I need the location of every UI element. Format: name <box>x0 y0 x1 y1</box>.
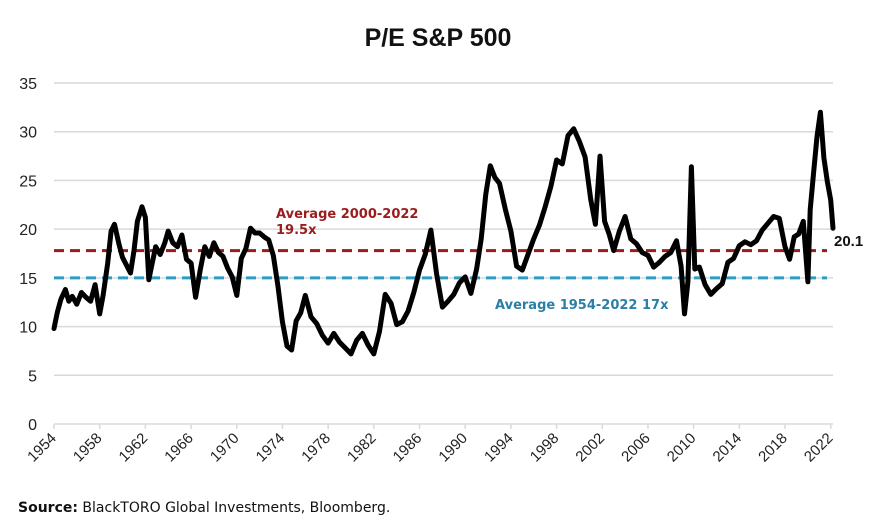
x-tick-label-1966: 1966 <box>161 430 197 466</box>
gridlines <box>54 82 833 425</box>
y-tick-label-30: 30 <box>19 125 37 142</box>
chart-title: P/E S&P 500 <box>365 24 512 52</box>
y-tick-label-5: 5 <box>28 368 37 385</box>
x-tick-label-1998: 1998 <box>527 430 563 466</box>
y-tick-label-0: 0 <box>28 417 37 434</box>
blue-average-label: Average 1954-2022 17x <box>495 298 669 313</box>
y-tick-label-25: 25 <box>19 173 37 190</box>
source-label: Source: <box>18 500 78 516</box>
x-tick-label-1990: 1990 <box>435 430 471 466</box>
y-tick-label-35: 35 <box>19 76 37 93</box>
x-tick-label-1962: 1962 <box>116 430 152 466</box>
red-average-label-line2: 19.5x <box>276 223 317 238</box>
x-tick-label-1958: 1958 <box>70 430 106 466</box>
source-note: Source: BlackTORO Global Investments, Bl… <box>18 500 390 516</box>
x-tick-label-2022: 2022 <box>801 430 837 466</box>
x-tick-label-1982: 1982 <box>344 430 380 466</box>
x-axis-ticks: 1954 1958 1962 1966 1970 1974 1978 1982 1986 1990… <box>24 424 837 466</box>
y-axis-ticks: 0 5 10 15 20 25 30 35 <box>19 76 37 434</box>
x-tick-label-1994: 1994 <box>481 430 517 466</box>
red-average-label-line1: Average 2000-2022 <box>276 207 418 222</box>
x-tick-label-1970: 1970 <box>207 430 243 466</box>
x-tick-label-2014: 2014 <box>710 430 746 466</box>
latest-value-label: 20.1 <box>834 233 863 250</box>
x-tick-label-1986: 1986 <box>390 430 426 466</box>
x-tick-label-1954: 1954 <box>24 430 60 466</box>
x-tick-label-1978: 1978 <box>298 430 334 466</box>
y-tick-label-10: 10 <box>19 320 37 337</box>
x-tick-label-2018: 2018 <box>755 430 791 466</box>
reference-lines <box>54 249 827 280</box>
y-tick-label-20: 20 <box>19 222 37 239</box>
source-text: BlackTORO Global Investments, Bloomberg. <box>77 500 391 516</box>
x-tick-label-1974: 1974 <box>253 430 289 466</box>
x-tick-label-2002: 2002 <box>572 430 608 466</box>
pe-series-line <box>51 109 836 357</box>
x-tick-label-2006: 2006 <box>618 430 654 466</box>
y-tick-label-15: 15 <box>19 271 37 288</box>
x-tick-label-2010: 2010 <box>664 430 700 466</box>
annotations: Average 2000-2022 19.5x Average 1954-202… <box>276 207 863 313</box>
